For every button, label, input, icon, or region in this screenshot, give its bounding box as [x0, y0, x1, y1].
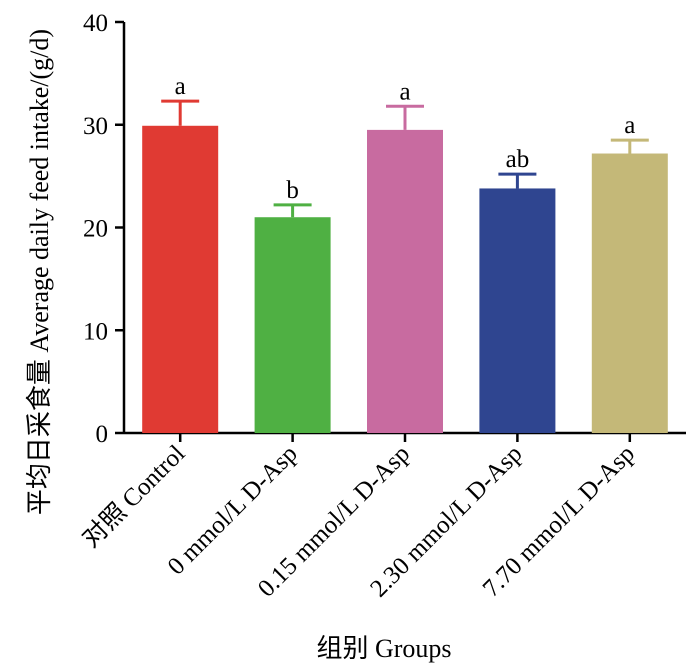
significance-letter: a [624, 112, 635, 139]
significance-letter: a [399, 78, 410, 105]
bar [142, 125, 219, 433]
bar [367, 129, 443, 433]
bar [254, 217, 331, 433]
x-axis-title: 组别 Groups [316, 634, 451, 663]
y-axis-title: 平均日采食量 Average daily feed intake/(g/d) [25, 29, 54, 515]
significance-letter: b [286, 177, 299, 204]
y-tick-label: 40 [83, 10, 108, 37]
y-axis-ticks: 0 10 20 30 40 [83, 10, 124, 448]
bar [479, 188, 556, 433]
significance-letter: a [175, 73, 186, 100]
significance-letter: ab [506, 146, 530, 173]
y-tick-label: 20 [83, 216, 108, 243]
bars [142, 125, 668, 433]
error-bars [161, 99, 649, 218]
y-tick-label: 0 [96, 421, 109, 448]
category-label: 对照 Control [77, 439, 191, 553]
y-tick-label: 30 [83, 113, 108, 140]
y-tick-label: 10 [83, 318, 108, 345]
bar [591, 153, 668, 433]
